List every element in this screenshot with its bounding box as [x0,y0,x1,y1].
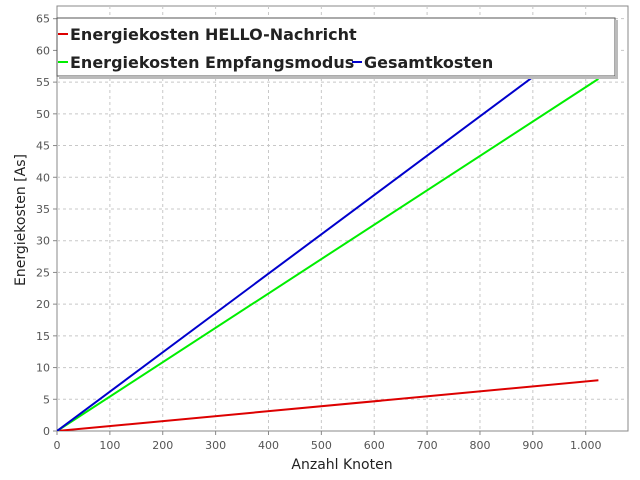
y-tick-label: 40 [36,171,50,184]
y-tick-label: 10 [36,362,50,375]
legend-shadow [615,20,618,78]
x-tick-label: 700 [417,439,438,452]
legend-label-2: Gesamtkosten [364,53,493,72]
y-axis-title: Energiekosten [As] [13,154,29,286]
x-tick-label: 800 [469,439,490,452]
x-tick-label: 300 [205,439,226,452]
x-tick-label: 0 [54,439,61,452]
legend-label-0: Energiekosten HELLO-Nachricht [70,25,357,44]
y-tick-label: 5 [43,393,50,406]
series-line-2 [57,27,599,431]
y-tick-label: 25 [36,266,50,279]
y-tick-label: 65 [36,13,50,26]
series-line-0 [57,379,599,431]
x-tick-label: 500 [311,439,332,452]
axes: 0 5 10 15 20 25 30 35 40 45 50 55 60 65 0 100 200 300 400 5… [36,13,601,452]
series-layer [57,27,599,431]
legend: Energiekosten HELLO-Nachricht Energiekost… [56,17,618,79]
series-line-1 [57,78,599,431]
y-tick-label: 50 [36,108,50,121]
y-tick-label: 30 [36,235,50,248]
x-tick-label: 100 [99,439,120,452]
x-axis-title: Anzahl Knoten [291,457,392,473]
x-tick-label: 600 [364,439,385,452]
legend-label-1: Energiekosten Empfangsmodus [70,53,354,72]
y-tick-label: 0 [43,425,50,438]
y-tick-label: 35 [36,203,50,216]
x-tick-label: 200 [152,439,173,452]
y-tick-label: 60 [36,44,50,57]
x-tick-label: 400 [258,439,279,452]
y-tick-label: 55 [36,76,50,89]
y-tick-label: 15 [36,330,50,343]
x-tick-label: 1.000 [570,439,602,452]
x-tick-label: 900 [522,439,543,452]
y-tick-label: 45 [36,140,50,153]
legend-shadow [59,76,618,79]
legend-box [56,17,616,77]
y-tick-label: 20 [36,298,50,311]
